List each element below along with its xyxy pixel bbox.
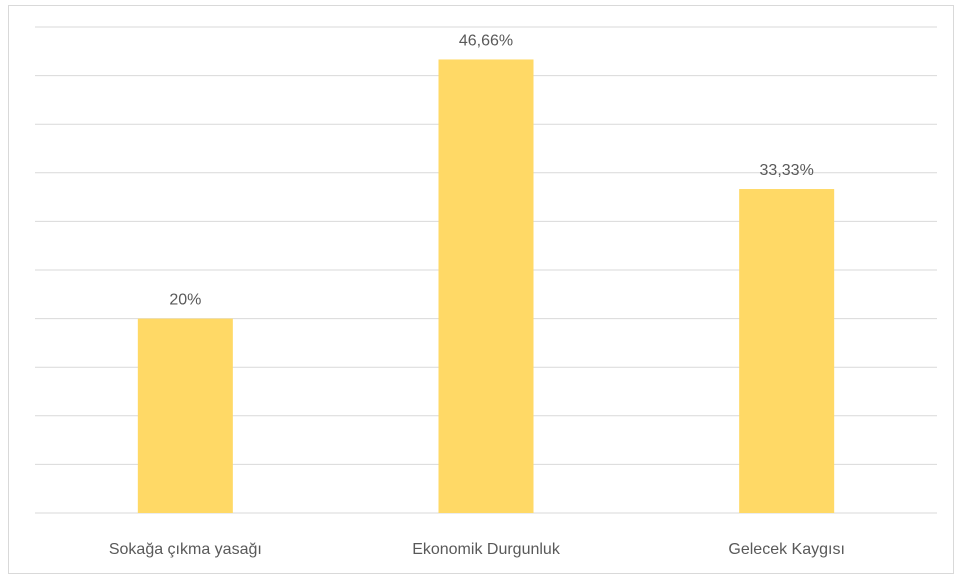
- bar: [137, 318, 233, 513]
- data-label: 20%: [169, 292, 201, 309]
- data-label: 33,33%: [760, 162, 814, 179]
- x-tick-label: Gelecek Kaygısı: [728, 541, 845, 558]
- x-tick-label: Ekonomik Durgunluk: [412, 541, 561, 558]
- x-tick-label: Sokağa çıkma yasağı: [109, 541, 262, 558]
- bar: [438, 59, 534, 513]
- bar: [739, 189, 835, 513]
- data-label: 46,66%: [459, 32, 513, 49]
